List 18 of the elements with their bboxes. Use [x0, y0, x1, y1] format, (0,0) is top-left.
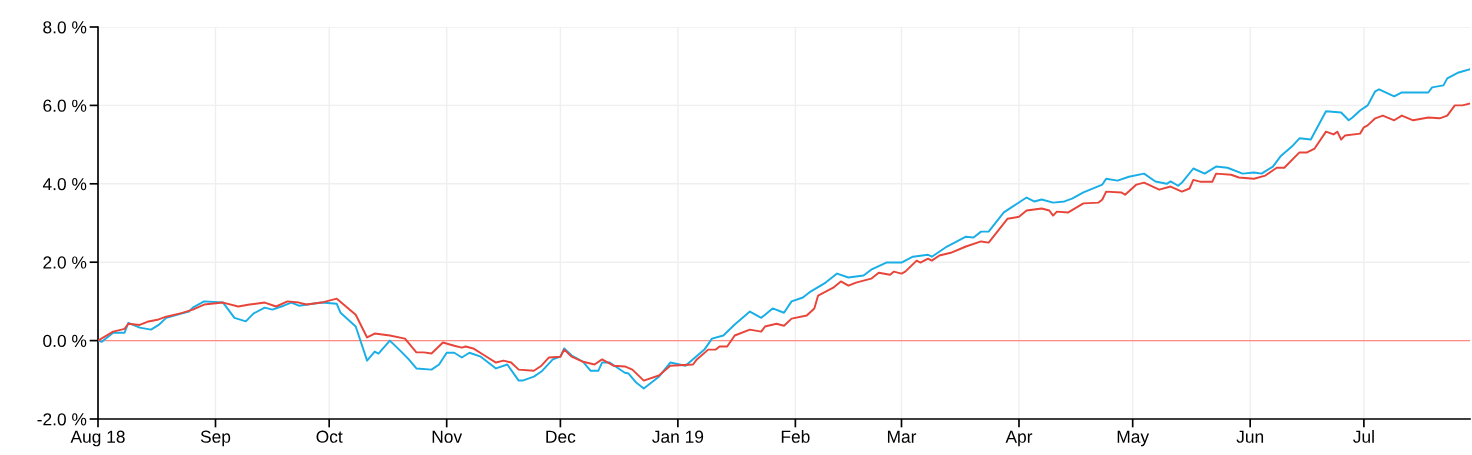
x-tick-label: Aug 18 — [70, 430, 125, 447]
x-tick-label: Jun — [1236, 430, 1264, 443]
x-tick-label: Dec — [546, 430, 576, 443]
x-tick-label: Jul — [1353, 430, 1374, 443]
y-tick-label: 6.0 % — [43, 99, 87, 112]
y-tick-label: 4.0 % — [42, 177, 87, 191]
x-tick-label: Nov — [432, 430, 463, 443]
y-tick-label: 0.0 % — [43, 334, 87, 348]
x-tick-label: May — [1117, 430, 1150, 447]
x-tick-label: Sep — [200, 430, 231, 447]
x-tick-label: Mar — [887, 430, 917, 443]
y-tick-label: 2.0 % — [43, 256, 87, 269]
y-tick-label: -2.0 % — [37, 413, 87, 426]
y-tick-label: 8.0 % — [43, 21, 87, 34]
x-tick-label: Jan 19 — [652, 430, 704, 443]
x-tick-label: Apr — [1005, 430, 1033, 447]
x-tick-label: Feb — [781, 430, 810, 443]
x-tick-label: Oct — [316, 430, 343, 443]
